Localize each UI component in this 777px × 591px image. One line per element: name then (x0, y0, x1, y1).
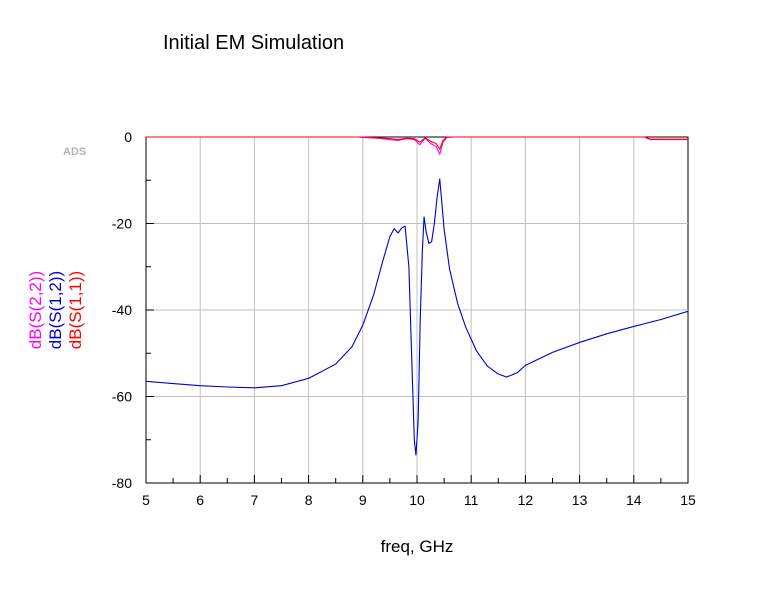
x-tick-label: 8 (305, 492, 313, 508)
series-lines (145, 136, 689, 456)
y-tick-label: -80 (112, 475, 132, 491)
x-tick-label: 9 (359, 492, 367, 508)
y-axis-label-1: dB(S(1,2)) (46, 271, 65, 349)
y-tick-label: -20 (112, 216, 132, 232)
x-tick-label: 14 (626, 492, 642, 508)
x-axis-label: freq, GHz (381, 537, 454, 556)
x-tick-label: 7 (251, 492, 259, 508)
x-tick-label: 5 (142, 492, 150, 508)
x-tick-label: 6 (196, 492, 204, 508)
x-tick-label: 12 (518, 492, 534, 508)
chart-title: Initial EM Simulation (163, 32, 344, 54)
y-tick-label: -40 (112, 302, 132, 318)
series-line-1 (145, 178, 689, 456)
ads-watermark: ADS (63, 146, 86, 158)
y-axis-label-2: dB(S(1,1)) (66, 271, 85, 349)
series-line-2 (146, 136, 688, 150)
x-tick-label: 10 (409, 492, 425, 508)
y-axis-labels: dB(S(2,2)) dB(S(1,2)) dB(S(1,1)) (26, 271, 85, 349)
y-axis-label-0: dB(S(2,2)) (26, 271, 45, 349)
x-tick-label: 11 (464, 492, 479, 508)
tick-labels: 5 6 7 8 9 10 11 12 13 14 15 0 -20 -40 -60 -80 (112, 129, 696, 508)
x-tick-label: 13 (572, 492, 588, 508)
y-tick-label: -60 (112, 389, 132, 405)
y-tick-label: 0 (124, 129, 132, 145)
grid-lines (146, 137, 688, 483)
x-tick-label: 15 (680, 492, 696, 508)
